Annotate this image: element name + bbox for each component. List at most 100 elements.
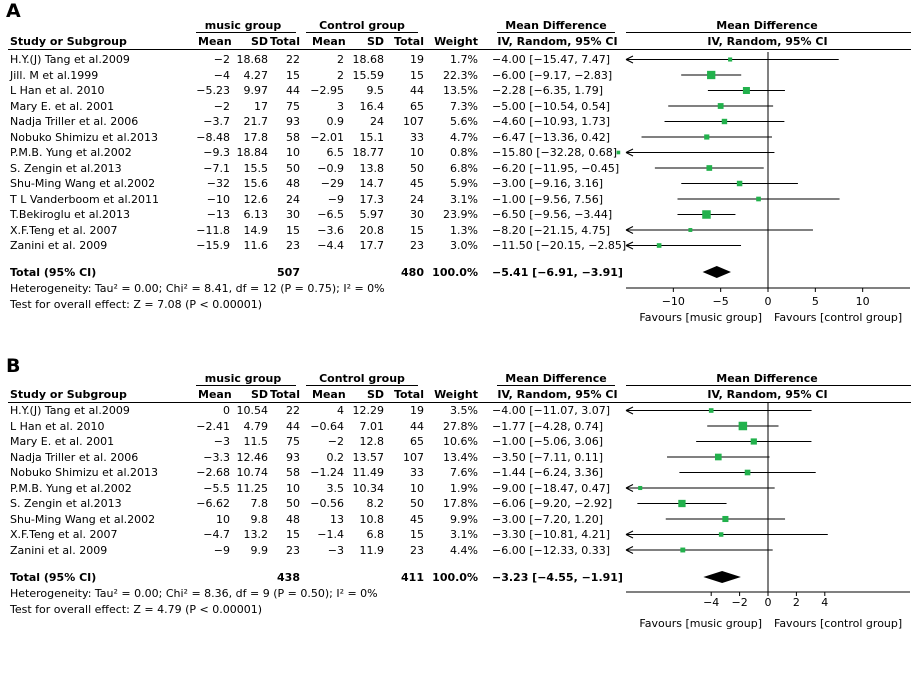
- point-estimate: [680, 547, 686, 553]
- forest-plot-b: B music group Control group Mean Differe…: [0, 355, 913, 630]
- point-estimate: [714, 453, 722, 461]
- sd2-cell: 24: [370, 115, 384, 128]
- point-estimate: [718, 532, 724, 537]
- total1-cell: 48: [286, 177, 300, 190]
- forest-plot-svg: −4 −2 0 2 4 Favours [music group] Favours [con…: [625, 403, 910, 630]
- mean2-cell: −1.24: [310, 466, 344, 479]
- mean1-header: Mean: [198, 35, 232, 48]
- mean1-cell: −6.62: [196, 497, 230, 510]
- favours-right-label: Favours [control group]: [774, 311, 902, 324]
- total1-cell: 93: [286, 450, 300, 464]
- ci-cell: −15.80 [−32.28, 0.68]: [492, 146, 617, 159]
- group2-header: Control group: [319, 19, 405, 32]
- ci-cell: −6.00 [−9.17, −2.83]: [492, 68, 613, 82]
- total-n2: 480: [401, 266, 424, 279]
- ci-arrow-left: [625, 546, 634, 554]
- sd1-cell: 9.97: [243, 84, 269, 97]
- heterogeneity-text: Heterogeneity: Tau² = 0.00; Chi² = 8.36,…: [10, 587, 378, 600]
- total2-cell: 50: [410, 161, 424, 175]
- total2-cell: 19: [410, 404, 424, 417]
- mean2-cell: −2: [327, 435, 344, 448]
- sd1-cell: 12.46: [236, 450, 269, 464]
- total2-cell: 24: [410, 192, 424, 206]
- header-underline-plot: [626, 32, 911, 33]
- total1-cell: 75: [286, 99, 300, 113]
- sd2-cell: 18.77: [352, 146, 385, 159]
- sd2-cell: 7.01: [359, 419, 385, 433]
- forest-plot-a: A music group Control group Mean Differe…: [0, 0, 913, 324]
- sd1-header: SD: [250, 388, 268, 401]
- x-tick-label: −2: [731, 596, 747, 609]
- header-bottom-rule: [8, 49, 911, 50]
- favours-left-label: Favours [music group]: [639, 617, 762, 630]
- sd2-cell: 11.49: [352, 466, 385, 479]
- point-estimate: [738, 421, 748, 431]
- md-plot-sub-header: IV, Random, 95% CI: [707, 35, 828, 48]
- mean1-cell: −5.23: [196, 84, 230, 97]
- ci-cell: −3.50 [−7.11, 0.11]: [492, 450, 603, 464]
- total-n1: 507: [277, 266, 300, 279]
- total2-cell: 107: [403, 115, 424, 128]
- pooled-diamond: [702, 266, 731, 278]
- total-ci: −5.41 [−6.91, −3.91]: [492, 266, 623, 279]
- total2-cell: 10: [410, 146, 424, 159]
- ci-arrow-left: [625, 406, 634, 415]
- mean1-cell: −8.48: [196, 130, 230, 144]
- x-tick-label: 4: [821, 596, 828, 609]
- sd1-cell: 21.7: [243, 115, 269, 128]
- ci-cell: −1.00 [−5.06, 3.06]: [492, 435, 603, 448]
- mean2-header: Mean: [312, 35, 346, 48]
- sd2-cell: 11.9: [359, 543, 385, 557]
- mean2-cell: −1.4: [317, 528, 344, 541]
- weight-header: Weight: [434, 388, 478, 401]
- mean2-cell: −3.6: [317, 223, 344, 237]
- weight-cell: 13.5%: [443, 84, 478, 97]
- sd2-cell: 8.2: [366, 497, 385, 510]
- study-name: X.F.Teng et al. 2007: [10, 528, 118, 541]
- sd1-cell: 14.9: [243, 223, 269, 237]
- sd2-cell: 10.8: [359, 512, 385, 526]
- mean2-cell: −0.64: [310, 419, 344, 433]
- total2-cell: 44: [410, 84, 424, 97]
- total2-header: Total: [393, 35, 424, 48]
- x-tick-label: −10: [662, 295, 685, 308]
- total2-cell: 65: [410, 99, 424, 113]
- mean1-cell: −2: [213, 99, 230, 113]
- sd1-cell: 4.27: [243, 68, 269, 82]
- ci-cell: −3.00 [−7.20, 1.20]: [492, 512, 603, 526]
- total1-cell: 22: [286, 53, 300, 66]
- x-tick-label: 0: [765, 596, 772, 609]
- md-sub-header: IV, Random, 95% CI: [497, 35, 618, 48]
- overall-effect-text: Test for overall effect: Z = 7.08 (P < 0…: [10, 298, 262, 311]
- total1-cell: 10: [286, 146, 300, 159]
- study-name: L Han et al. 2010: [10, 84, 105, 97]
- mean2-cell: −6.5: [317, 208, 344, 221]
- total2-cell: 15: [410, 68, 424, 82]
- point-estimate: [678, 499, 686, 508]
- sd2-cell: 6.8: [366, 528, 385, 541]
- weight-header: Weight: [434, 35, 478, 48]
- total-label: Total (95% CI): [10, 571, 97, 584]
- mean2-cell: −3: [327, 543, 344, 557]
- mean2-header: Mean: [312, 388, 346, 401]
- total2-cell: 23: [410, 239, 424, 252]
- total1-cell: 48: [286, 512, 300, 526]
- md-header: Mean Difference: [505, 19, 607, 32]
- total-weight: 100.0%: [432, 266, 478, 279]
- sd1-cell: 15.5: [243, 161, 269, 175]
- total1-cell: 15: [286, 223, 300, 237]
- total1-cell: 75: [286, 435, 300, 448]
- weight-cell: 22.3%: [443, 68, 478, 82]
- study-name: Zanini et al. 2009: [10, 543, 108, 557]
- total1-cell: 44: [286, 84, 300, 97]
- sd1-cell: 17: [254, 99, 268, 113]
- favours-left-label: Favours [music group]: [639, 311, 762, 324]
- ci-cell: −1.00 [−9.56, 7.56]: [492, 192, 603, 206]
- study-name: Nobuko Shimizu et al.2013: [10, 130, 159, 144]
- point-estimate: [688, 228, 693, 232]
- point-estimate: [717, 103, 724, 109]
- sd2-cell: 16.4: [359, 99, 385, 113]
- total1-cell: 15: [286, 528, 300, 541]
- mean1-cell: −9: [213, 543, 230, 557]
- total1-cell: 93: [286, 115, 300, 128]
